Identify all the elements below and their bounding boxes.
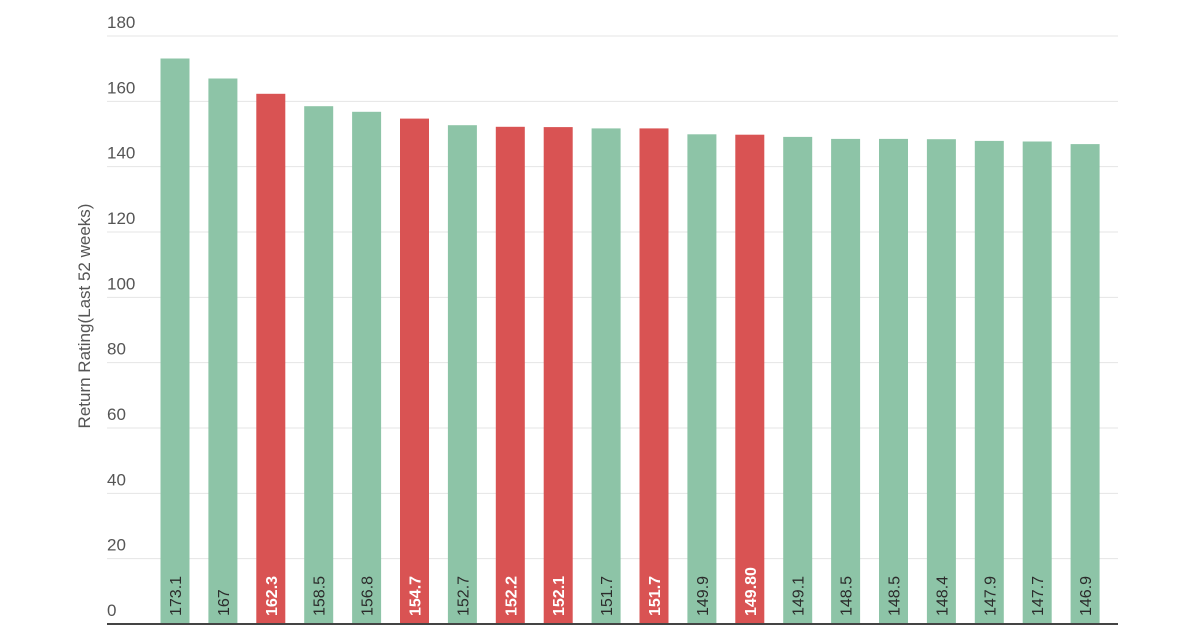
y-tick-label: 20	[107, 536, 126, 555]
bar	[687, 134, 717, 625]
bar-value-label: 148.4	[934, 576, 951, 616]
y-tick-label: 160	[107, 78, 135, 97]
y-tick-label: 60	[107, 405, 126, 424]
bar	[447, 125, 477, 624]
bar	[304, 106, 334, 624]
bar	[352, 111, 382, 625]
bar-value-label: 151.7	[647, 576, 664, 616]
bar-value-label: 158.5	[312, 576, 329, 616]
bar	[974, 140, 1004, 624]
y-axis-title: Return Rating(Last 52 weeks)	[75, 204, 94, 429]
bar	[783, 136, 813, 624]
bar-value-label: 154.7	[408, 576, 425, 616]
bar-value-label: 173.1	[168, 576, 185, 616]
bars	[160, 58, 1100, 625]
bar-value-label: 152.1	[551, 576, 568, 616]
bar-value-label: 149.1	[791, 576, 808, 616]
bar	[543, 127, 573, 624]
y-tick-label: 0	[107, 601, 116, 620]
bar	[926, 139, 956, 624]
bar-value-label: 148.5	[839, 576, 856, 616]
y-axis-ticks: 0 20 40 60 80 100 120 140 160 180	[107, 13, 135, 620]
bar	[400, 118, 429, 624]
y-tick-label: 40	[107, 470, 126, 489]
bar-value-label: 151.7	[599, 576, 616, 616]
bar-value-label: 149.80	[743, 567, 760, 616]
bar-value-label: 152.2	[503, 576, 520, 616]
bar	[879, 138, 908, 624]
bar	[591, 128, 621, 624]
bar-value-label: 149.9	[695, 576, 712, 616]
bar-value-label: 167	[216, 589, 233, 616]
bar	[160, 58, 190, 624]
y-tick-label: 120	[107, 209, 135, 228]
bar-value-label: 152.7	[455, 576, 472, 616]
bar	[256, 93, 286, 625]
bar-value-label: 148.5	[887, 576, 904, 616]
bar-value-labels: 173.1 167 162.3 158.5 156.8 154.7 152.7 152.2 15…	[168, 567, 1095, 616]
bar-value-label: 146.9	[1078, 576, 1095, 616]
bar	[1070, 144, 1100, 624]
bar	[735, 134, 765, 624]
bar-value-label: 162.3	[264, 576, 281, 616]
bar-value-label: 147.9	[982, 576, 999, 616]
y-tick-label: 100	[107, 274, 135, 293]
bar	[639, 128, 669, 624]
bar-value-label: 156.8	[360, 576, 377, 616]
bar	[831, 138, 861, 624]
y-tick-label: 180	[107, 13, 135, 32]
bar	[1022, 141, 1052, 624]
y-tick-label: 140	[107, 144, 135, 163]
bar-value-label: 147.7	[1030, 576, 1047, 616]
bar	[495, 126, 525, 625]
bar	[208, 78, 238, 624]
y-tick-label: 80	[107, 340, 126, 359]
